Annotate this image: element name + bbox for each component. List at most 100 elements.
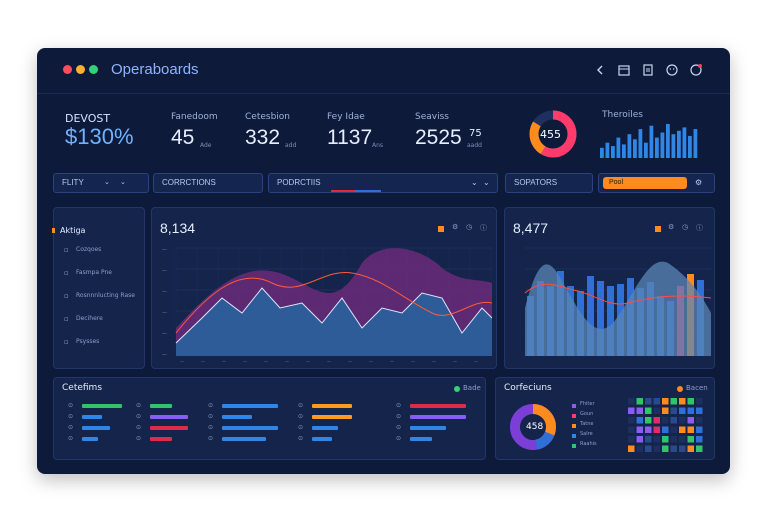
- heatmap-cell: [662, 407, 669, 414]
- mini-bar: [622, 144, 626, 158]
- line-series-white: [175, 287, 492, 344]
- settings-icon[interactable]: ⚙: [695, 178, 703, 187]
- heatmap-cell: [653, 417, 660, 424]
- side-bar: [607, 286, 614, 356]
- heatmap-cell: [628, 417, 635, 424]
- app-title: Operaboards: [111, 61, 199, 78]
- sidebar-item-1[interactable]: Cozqoes: [76, 246, 102, 253]
- filter-sopators[interactable]: SOPATORS: [505, 173, 593, 193]
- heatmap-cell: [636, 436, 643, 443]
- heatmap-cell: [687, 398, 694, 405]
- x-tick: —: [348, 359, 352, 363]
- legend-orange-2[interactable]: [655, 226, 661, 232]
- heatmap-cell: [679, 436, 686, 443]
- mini-bar: [688, 135, 692, 158]
- progress-blue: [355, 190, 381, 192]
- mini-bars-label: Theroiles: [602, 110, 643, 120]
- heatmap-cell: [628, 436, 635, 443]
- bottom-donut: [510, 404, 556, 450]
- y-tick: —: [162, 310, 167, 316]
- legend-orange-dot: [677, 386, 683, 392]
- mini-bar: [649, 125, 654, 158]
- progress-red: [331, 190, 355, 192]
- filter-pool[interactable]: Pool ⚙: [598, 173, 715, 193]
- sidebar-item-3[interactable]: Rosnnnlucting Rase: [76, 292, 135, 299]
- legend-orange[interactable]: [438, 226, 444, 232]
- legend-swatch: [572, 434, 576, 438]
- table-bar: [222, 426, 278, 430]
- settings-icon[interactable]: ⚙: [452, 223, 459, 231]
- heatmap-cell: [679, 445, 686, 452]
- filter-corrections[interactable]: CORRCTIONS: [153, 173, 263, 193]
- mini-bar: [671, 134, 676, 158]
- heatmap-cell: [628, 407, 635, 414]
- calendar-icon[interactable]: [617, 63, 631, 77]
- minimize-dot[interactable]: [76, 65, 85, 74]
- row-icon: ⊙: [68, 402, 74, 409]
- heatmap-cell: [628, 426, 635, 433]
- heatmap-cell: [679, 407, 686, 414]
- back-icon[interactable]: [593, 63, 607, 77]
- document-icon[interactable]: [641, 63, 655, 77]
- x-tick: —: [411, 359, 415, 363]
- sidebar-item-5[interactable]: Psysses: [76, 338, 100, 345]
- heatmap-cell: [696, 407, 703, 414]
- row-icon: ⊙: [136, 413, 142, 420]
- filter-3-label: PODRCTIIS: [277, 178, 321, 187]
- x-tick: —: [285, 359, 289, 363]
- row-icon: ⊙: [298, 402, 304, 409]
- close-dot[interactable]: [63, 65, 72, 74]
- mini-bar: [677, 130, 681, 158]
- row-icon: ⊙: [396, 413, 402, 420]
- y-tick: —: [162, 247, 167, 253]
- settings-icon-2[interactable]: ⚙: [668, 223, 675, 231]
- heatmap-cell: [696, 426, 703, 433]
- filter-4-label: SOPATORS: [514, 178, 558, 187]
- sidebar-item-icon: ▫: [64, 338, 69, 346]
- chevron-down-icon: ⌄: [104, 179, 110, 186]
- notification-icon[interactable]: [689, 63, 703, 77]
- filter-dropdown-1[interactable]: FLITY ⌄ ⌄: [53, 173, 149, 193]
- sidebar-item-4[interactable]: Decihere: [76, 315, 103, 322]
- row-icon: ⊙: [208, 435, 214, 442]
- table-bar: [82, 437, 98, 441]
- sidebar-item-2[interactable]: Fasmpa Pne: [76, 269, 112, 276]
- row-icon: ⊙: [396, 424, 402, 431]
- x-tick: —: [264, 359, 268, 363]
- heatmap-cell: [670, 445, 677, 452]
- info-icon[interactable]: ⓘ: [480, 224, 487, 232]
- kpi-donut: [529, 110, 577, 158]
- heatmap-cell: [679, 426, 686, 433]
- filter-podrctiis[interactable]: PODRCTIIS ⌄ ⌄: [268, 173, 498, 193]
- heatmap-cell: [696, 417, 703, 424]
- heatmap-cell: [670, 417, 677, 424]
- legend-green-dot: [454, 386, 460, 392]
- row-icon: ⊙: [68, 413, 74, 420]
- mini-bar: [633, 139, 637, 158]
- table-bar: [312, 404, 352, 408]
- table-bar: [312, 426, 338, 430]
- y-tick: —: [162, 289, 167, 295]
- kpi-value-feyidae: 1137: [327, 126, 373, 149]
- side-bar: [597, 281, 604, 356]
- heatmap-cell: [653, 398, 660, 405]
- table-bar: [150, 415, 188, 419]
- side-line-series: [524, 283, 711, 305]
- kpi-value-devost: $130%: [65, 124, 134, 149]
- mini-bar: [638, 129, 643, 158]
- heatmap-cell: [687, 426, 694, 433]
- maximize-dot[interactable]: [89, 65, 98, 74]
- clock-icon[interactable]: ◷: [466, 223, 473, 231]
- info-icon-2[interactable]: ⓘ: [696, 224, 703, 232]
- table-bar: [222, 404, 278, 408]
- y-tick: —: [162, 331, 167, 337]
- clock-icon-2[interactable]: ◷: [682, 223, 689, 231]
- sidebar-item-icon: ▫: [64, 269, 69, 277]
- x-tick: —: [201, 359, 205, 363]
- smiley-icon[interactable]: [665, 63, 679, 77]
- side-bar: [587, 276, 594, 356]
- x-tick: —: [474, 359, 478, 363]
- legend-item-4: Salre: [580, 431, 593, 437]
- row-icon: ⊙: [208, 424, 214, 431]
- heatmap-cell: [662, 417, 669, 424]
